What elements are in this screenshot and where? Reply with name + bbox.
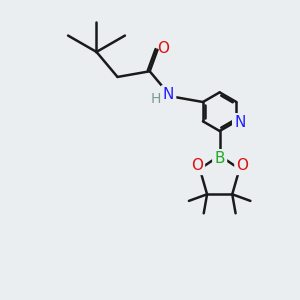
Text: B: B (214, 151, 225, 166)
Text: H: H (151, 92, 161, 106)
Text: O: O (236, 158, 248, 173)
Text: N: N (234, 115, 246, 130)
Text: N: N (163, 87, 174, 102)
Text: O: O (191, 158, 203, 173)
Text: O: O (157, 41, 169, 56)
